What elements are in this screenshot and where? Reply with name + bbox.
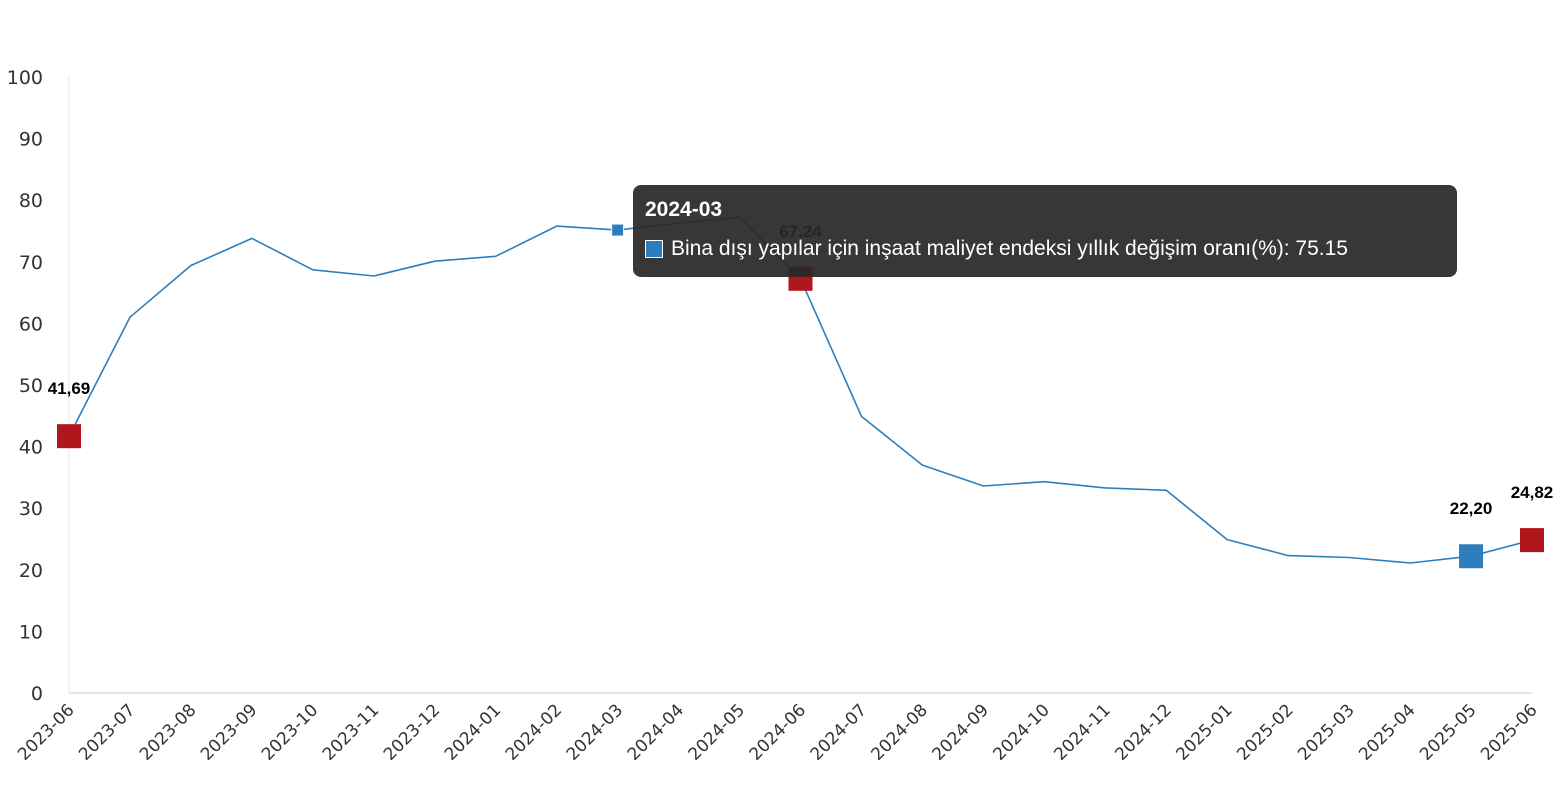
x-tick-label: 2023-09 — [197, 700, 261, 764]
y-tick-label: 60 — [19, 313, 43, 335]
x-tick-label: 2024-03 — [563, 700, 627, 764]
x-tick-label: 2023-12 — [380, 700, 444, 764]
markers-group — [57, 223, 1544, 569]
x-tick-label: 2024-09 — [929, 700, 993, 764]
data-point-marker — [1520, 528, 1544, 553]
y-tick-label: 40 — [19, 437, 43, 459]
y-tick-label: 10 — [19, 621, 43, 643]
x-tick-label: 2025-04 — [1355, 700, 1419, 764]
y-axis-labels: 0 10 20 30 40 50 60 70 80 90 100 — [7, 67, 43, 705]
x-tick-label: 2024-04 — [624, 700, 688, 764]
data-point-marker — [1459, 544, 1484, 569]
y-tick-label: 100 — [7, 67, 43, 89]
x-tick-label: 2023-11 — [319, 700, 383, 764]
hover-point-marker — [611, 223, 625, 237]
y-tick-label: 20 — [19, 560, 43, 582]
y-tick-label: 80 — [19, 190, 43, 212]
y-tick-label: 70 — [19, 252, 43, 274]
x-tick-label: 2024-02 — [502, 700, 566, 764]
data-label: 22,20 — [1450, 499, 1493, 518]
data-label: 41,69 — [48, 379, 91, 398]
tooltip-series-row: Bina dışı yapılar için inşaat maliyet en… — [645, 237, 1445, 261]
data-label: 24,82 — [1511, 483, 1554, 502]
y-tick-label: 50 — [19, 375, 43, 397]
x-tick-label: 2024-01 — [441, 700, 505, 764]
x-tick-label: 2024-10 — [990, 700, 1054, 764]
tooltip-series-label: Bina dışı yapılar için inşaat maliyet en… — [671, 237, 1348, 260]
x-tick-label: 2023-08 — [136, 700, 200, 764]
x-tick-label: 2024-06 — [746, 700, 810, 764]
y-tick-label: 0 — [31, 683, 43, 705]
x-tick-label: 2024-08 — [868, 700, 932, 764]
x-tick-label: 2025-02 — [1233, 700, 1297, 764]
x-tick-label: 2024-11 — [1050, 700, 1114, 764]
x-tick-label: 2025-01 — [1172, 700, 1236, 764]
x-tick-label: 2024-05 — [685, 700, 749, 764]
x-tick-label: 2024-07 — [807, 700, 871, 764]
data-point-marker — [57, 424, 81, 449]
x-tick-label: 2023-07 — [75, 700, 139, 764]
x-tick-label: 2023-06 — [14, 700, 78, 764]
tooltip-title: 2024-03 — [645, 198, 723, 221]
x-tick-label: 2025-06 — [1477, 700, 1541, 764]
hover-tooltip: 2024-03 Bina dışı yapılar için inşaat ma… — [633, 185, 1457, 277]
y-tick-label: 90 — [19, 129, 43, 151]
y-tick-label: 30 — [19, 498, 43, 520]
x-tick-label: 2025-03 — [1294, 700, 1358, 764]
x-tick-label: 2024-12 — [1111, 700, 1175, 764]
x-tick-label: 2023-10 — [258, 700, 322, 764]
x-axis-labels: 2023-062023-072023-082023-092023-102023-… — [14, 700, 1541, 764]
x-tick-label: 2025-05 — [1416, 700, 1480, 764]
tooltip-series-swatch — [645, 240, 663, 258]
